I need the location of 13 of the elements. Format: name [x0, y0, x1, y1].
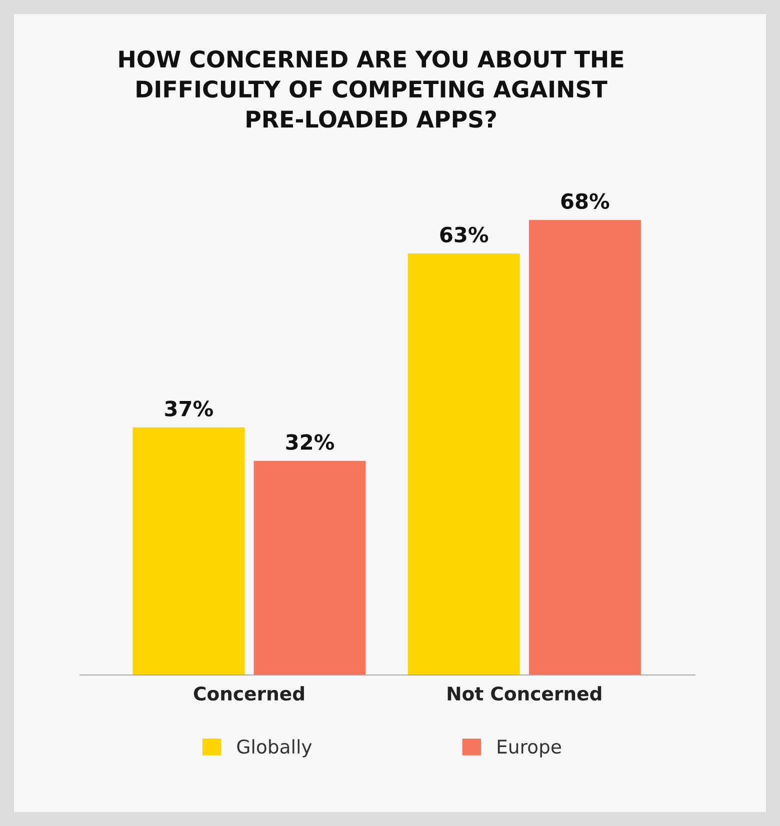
bar [528, 220, 641, 675]
x-tick-label: Concerned [194, 686, 304, 701]
data-label: 68% [561, 193, 610, 210]
data-label: 63% [440, 226, 488, 242]
data-label: 37% [165, 400, 213, 416]
bar [254, 460, 366, 675]
legend-label: Europe [498, 740, 561, 758]
chart-title: HOW CONCERNED ARE YOU ABOUT THE DIFFICULTY OF COMPETING AGAINST PRE-LOADED APPS? [119, 50, 624, 128]
x-tick-label: Not Concerned [448, 686, 602, 701]
bar [132, 427, 245, 675]
bar [408, 253, 520, 675]
data-label: 32% [286, 434, 334, 450]
legend-label: Globally [237, 739, 312, 758]
